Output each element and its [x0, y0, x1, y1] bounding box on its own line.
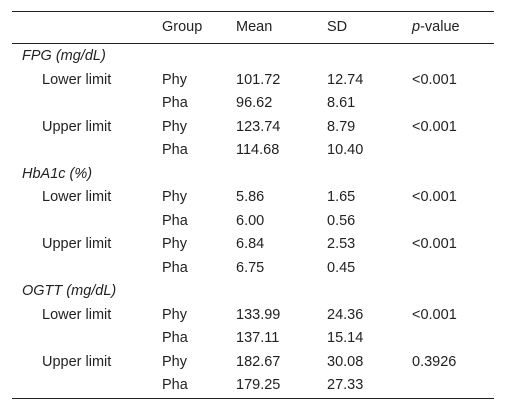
table-row: Upper limit Phy 123.74 8.79 <0.001 — [12, 116, 494, 140]
cell-mean: 137.11 — [236, 330, 280, 346]
cell-sd: 0.45 — [327, 259, 356, 276]
cell-group: Phy — [162, 118, 187, 135]
cell-mean: 5.86 — [236, 189, 265, 205]
cell-sd: 30.08 — [327, 353, 364, 370]
cell-mean: 179.25 — [236, 377, 281, 393]
cell-p-value: <0.001 — [412, 306, 457, 323]
table-top-rule — [12, 11, 494, 12]
cell-group: Pha — [162, 142, 188, 158]
table-row: Upper limit Phy 6.84 2.53 <0.001 — [12, 233, 494, 257]
cell-sd: 12.74 — [327, 71, 364, 88]
row-label: Upper limit — [42, 118, 112, 135]
row-label: Lower limit — [42, 306, 112, 323]
cell-group: Phy — [162, 353, 187, 370]
cell-sd: 1.65 — [327, 189, 356, 205]
cell-mean: 6.84 — [236, 236, 265, 252]
cell-sd: 0.56 — [327, 212, 356, 229]
cell-group: Pha — [162, 330, 188, 346]
cell-sd: 24.36 — [327, 306, 364, 323]
row-label: FPG (mg/dL) — [22, 48, 106, 64]
table-row: Pha 114.68 10.40 — [12, 139, 494, 163]
table-row: Lower limit Phy 133.99 24.36 <0.001 — [12, 304, 494, 328]
cell-p-value: 0.3926 — [412, 353, 457, 370]
cell-group: Pha — [162, 377, 188, 393]
cell-mean: 6.00 — [236, 212, 265, 229]
table-row: Pha 137.11 15.14 — [12, 327, 494, 351]
cell-sd: 27.33 — [327, 377, 364, 393]
cell-p-value: <0.001 — [412, 236, 457, 252]
cell-mean: 182.67 — [236, 353, 281, 370]
header-group: Group — [162, 19, 203, 35]
header-p-italic: p — [412, 19, 421, 35]
table-row: Pha 179.25 27.33 — [12, 374, 494, 398]
cell-group: Phy — [162, 71, 187, 88]
row-label: Upper limit — [42, 353, 112, 370]
row-label: OGTT (mg/dL) — [22, 283, 117, 299]
cell-p-value: <0.001 — [412, 71, 457, 88]
cell-mean: 6.75 — [236, 259, 265, 276]
row-label: Upper limit — [42, 236, 112, 252]
cell-mean: 133.99 — [236, 306, 281, 323]
cell-group: Pha — [162, 259, 188, 276]
cell-group: Phy — [162, 306, 187, 323]
header-sd: SD — [327, 19, 348, 35]
row-label: Lower limit — [42, 189, 112, 205]
cell-sd: 8.79 — [327, 118, 356, 135]
header-mean: Mean — [236, 19, 273, 35]
cell-group: Phy — [162, 236, 187, 252]
table-row: Upper limit Phy 182.67 30.08 0.3926 — [12, 351, 494, 375]
cell-sd: 2.53 — [327, 236, 356, 252]
table-row: Lower limit Phy 5.86 1.65 <0.001 — [12, 186, 494, 210]
row-label: HbA1c (%) — [22, 165, 93, 182]
table-row: Pha 6.75 0.45 — [12, 257, 494, 281]
cell-group: Phy — [162, 189, 187, 205]
header-p-value: p-value — [412, 12, 460, 42]
section-row: OGTT (mg/dL) — [12, 280, 494, 304]
cell-group: Pha — [162, 95, 188, 111]
section-row: FPG (mg/dL) — [12, 45, 494, 69]
table-header-row: Group Mean SD p-value — [12, 12, 494, 43]
table-bottom-rule — [12, 398, 494, 399]
cell-sd: 8.61 — [327, 95, 356, 111]
cell-group: Pha — [162, 212, 188, 229]
row-label: Lower limit — [42, 71, 112, 88]
table-row: Pha 96.62 8.61 — [12, 92, 494, 116]
section-row: HbA1c (%) — [12, 163, 494, 187]
cell-mean: 123.74 — [236, 118, 281, 135]
header-p-rest: -value — [420, 19, 460, 35]
table-row: Pha 6.00 0.56 — [12, 210, 494, 234]
cell-mean: 114.68 — [236, 142, 280, 158]
cell-p-value: <0.001 — [412, 189, 457, 205]
cell-mean: 96.62 — [236, 95, 273, 111]
cell-sd: 15.14 — [327, 330, 364, 346]
cell-mean: 101.72 — [236, 71, 281, 88]
table-header-rule — [12, 43, 494, 44]
cell-p-value: <0.001 — [412, 118, 457, 135]
table-row: Lower limit Phy 101.72 12.74 <0.001 — [12, 69, 494, 93]
cell-sd: 10.40 — [327, 142, 364, 158]
